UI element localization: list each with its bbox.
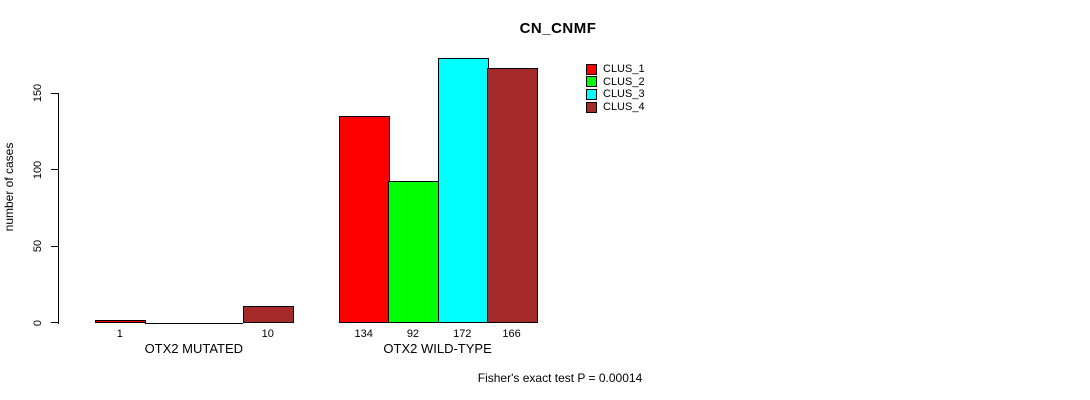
bar-clus_3-group2 xyxy=(437,58,489,324)
legend-swatch-clus_1 xyxy=(586,63,597,75)
bar-value-label: 172 xyxy=(453,328,472,340)
legend-item: CLUS_4 xyxy=(586,101,645,114)
y-tick xyxy=(51,245,58,247)
annotation-text: Fisher's exact test P = 0.00014 xyxy=(477,371,643,385)
chart-title: CN_CNMF xyxy=(519,20,597,37)
legend-item: CLUS_2 xyxy=(586,75,645,88)
bar-clus_2-group2 xyxy=(388,180,440,324)
legend-item: CLUS_1 xyxy=(586,63,645,75)
legend-swatch-clus_4 xyxy=(586,101,597,113)
bar-clus_3-group1 xyxy=(193,322,244,324)
bar-clus_4-group2 xyxy=(486,67,539,324)
bar-value-label: 1 xyxy=(116,328,123,340)
bar-clus_2-group1 xyxy=(144,322,194,324)
y-tick-label: 100 xyxy=(32,160,44,179)
legend-label: CLUS_3 xyxy=(603,88,645,101)
bar-value-label: 166 xyxy=(502,328,521,340)
legend-item: CLUS_3 xyxy=(586,88,645,101)
y-tick xyxy=(51,322,58,323)
y-tick xyxy=(51,169,58,170)
bar-value-label: 134 xyxy=(354,328,373,340)
legend: CLUS_1 CLUS_2 CLUS_3 CLUS_4 xyxy=(586,63,645,115)
y-tick-label: 50 xyxy=(32,239,44,253)
legend-label: CLUS_2 xyxy=(603,75,645,88)
bar-clus_1-group1 xyxy=(95,319,147,324)
bar-clus_1-group2 xyxy=(339,116,391,324)
legend-label: CLUS_4 xyxy=(603,101,645,114)
x-group-label: OTX2 MUTATED xyxy=(144,341,244,356)
legend-swatch-clus_2 xyxy=(586,76,597,88)
bar-value-label: 92 xyxy=(406,328,420,340)
y-tick xyxy=(51,92,58,94)
x-group-label: OTX2 WILD-TYPE xyxy=(383,341,492,356)
bar-clus_4-group1 xyxy=(243,306,295,324)
y-tick-label: 0 xyxy=(32,319,44,326)
y-axis-line xyxy=(58,93,59,324)
legend-label: CLUS_1 xyxy=(603,63,645,75)
bar-value-label: 10 xyxy=(261,328,274,340)
legend-swatch-clus_3 xyxy=(586,88,597,100)
y-tick-label: 150 xyxy=(32,83,44,103)
